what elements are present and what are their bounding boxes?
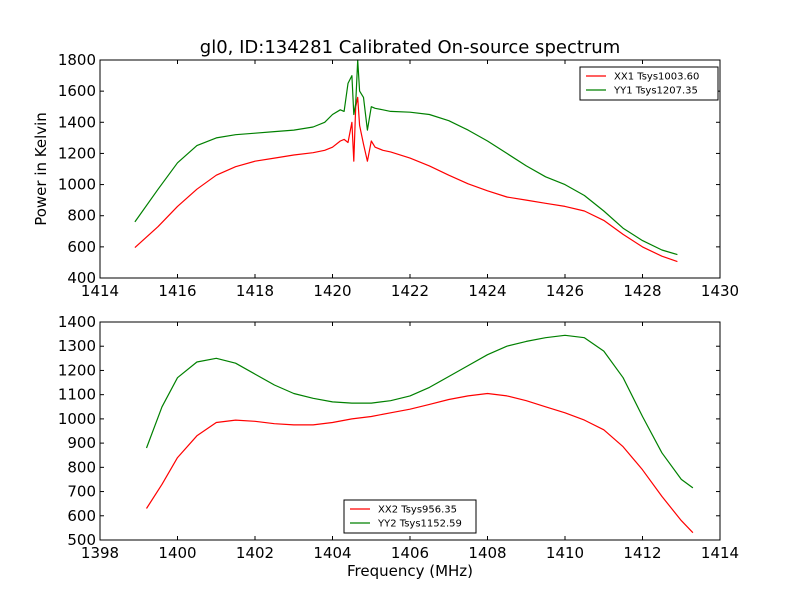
y-axis: 500 600 700 800 900 1000 1100 1200 1300 1400: [58, 313, 720, 549]
y-tick-label: 1400: [58, 313, 96, 331]
x-tick-label: 1398: [81, 544, 119, 562]
x-tick-label: 1412: [623, 544, 661, 562]
series-line-1: [134, 96, 678, 263]
legend: XX2 Tsys956.35 YY2 Tsys1152.59: [343, 499, 477, 534]
series-line-2: [134, 59, 678, 256]
x-tick-label: 1406: [391, 544, 429, 562]
y-tick-label: 400: [67, 269, 96, 287]
x-tick-label: 1426: [546, 282, 584, 300]
y-tick-label: 1400: [58, 113, 96, 131]
x-axis: 1414 1416 1418 1420 1422 1424 1426 1428 1430: [81, 60, 739, 300]
legend-box: [579, 66, 719, 101]
y-tick-label: 1000: [58, 410, 96, 428]
x-axis: 1398 1400 1402 1404 1406 1408 1410 1412 1414: [81, 322, 739, 562]
series-line-2: [145, 334, 694, 489]
y-tick-label: 500: [67, 531, 96, 549]
x-tick-label: 1402: [236, 544, 274, 562]
legend-box: [343, 499, 477, 534]
series-group: [145, 334, 694, 534]
y-tick-label: 800: [67, 458, 96, 476]
x-tick-label: 1418: [236, 282, 274, 300]
x-tick-label: 1410: [546, 544, 584, 562]
bottom-chart: Frequency (MHz) 1398 1400 1402 1404 1406 1408…: [58, 313, 739, 580]
x-tick-label: 1420: [313, 282, 351, 300]
x-tick-label: 1428: [623, 282, 661, 300]
y-tick-label: 1200: [58, 361, 96, 379]
x-tick-label: 1424: [468, 282, 506, 300]
legend-label: XX1 Tsys1003.60: [614, 72, 699, 83]
legend: XX1 Tsys1003.60 YY1 Tsys1207.35: [579, 66, 719, 101]
y-axis-label: Power in Kelvin: [32, 112, 50, 226]
y-tick-label: 1100: [58, 386, 96, 404]
y-tick-label: 1800: [58, 51, 96, 69]
x-tick-label: 1416: [158, 282, 196, 300]
chart-title: gl0, ID:134281 Calibrated On-source spec…: [200, 37, 620, 58]
y-tick-label: 1300: [58, 337, 96, 355]
y-tick-label: 1600: [58, 82, 96, 100]
series-line-1: [145, 392, 694, 534]
y-tick-label: 800: [67, 207, 96, 225]
y-tick-label: 1000: [58, 176, 96, 194]
legend-label: YY2 Tsys1152.59: [377, 519, 462, 530]
y-axis: 400 600 800 1000 1200 1400 1600 1800: [58, 51, 720, 287]
top-chart: gl0, ID:134281 Calibrated On-source spec…: [32, 37, 739, 300]
y-tick-label: 600: [67, 507, 96, 525]
legend-label: XX2 Tsys956.35: [378, 505, 457, 516]
y-tick-label: 700: [67, 483, 96, 501]
y-tick-label: 1200: [58, 144, 96, 162]
series-group: [134, 59, 678, 263]
legend-label: YY1 Tsys1207.35: [613, 86, 698, 97]
x-tick-label: 1430: [701, 282, 739, 300]
y-tick-label: 900: [67, 434, 96, 452]
x-tick-label: 1404: [313, 544, 351, 562]
x-tick-label: 1422: [391, 282, 429, 300]
x-tick-label: 1414: [81, 282, 119, 300]
x-tick-label: 1414: [701, 544, 739, 562]
x-axis-label: Frequency (MHz): [347, 562, 473, 580]
x-tick-label: 1400: [158, 544, 196, 562]
x-tick-label: 1408: [468, 544, 506, 562]
y-tick-label: 600: [67, 238, 96, 256]
